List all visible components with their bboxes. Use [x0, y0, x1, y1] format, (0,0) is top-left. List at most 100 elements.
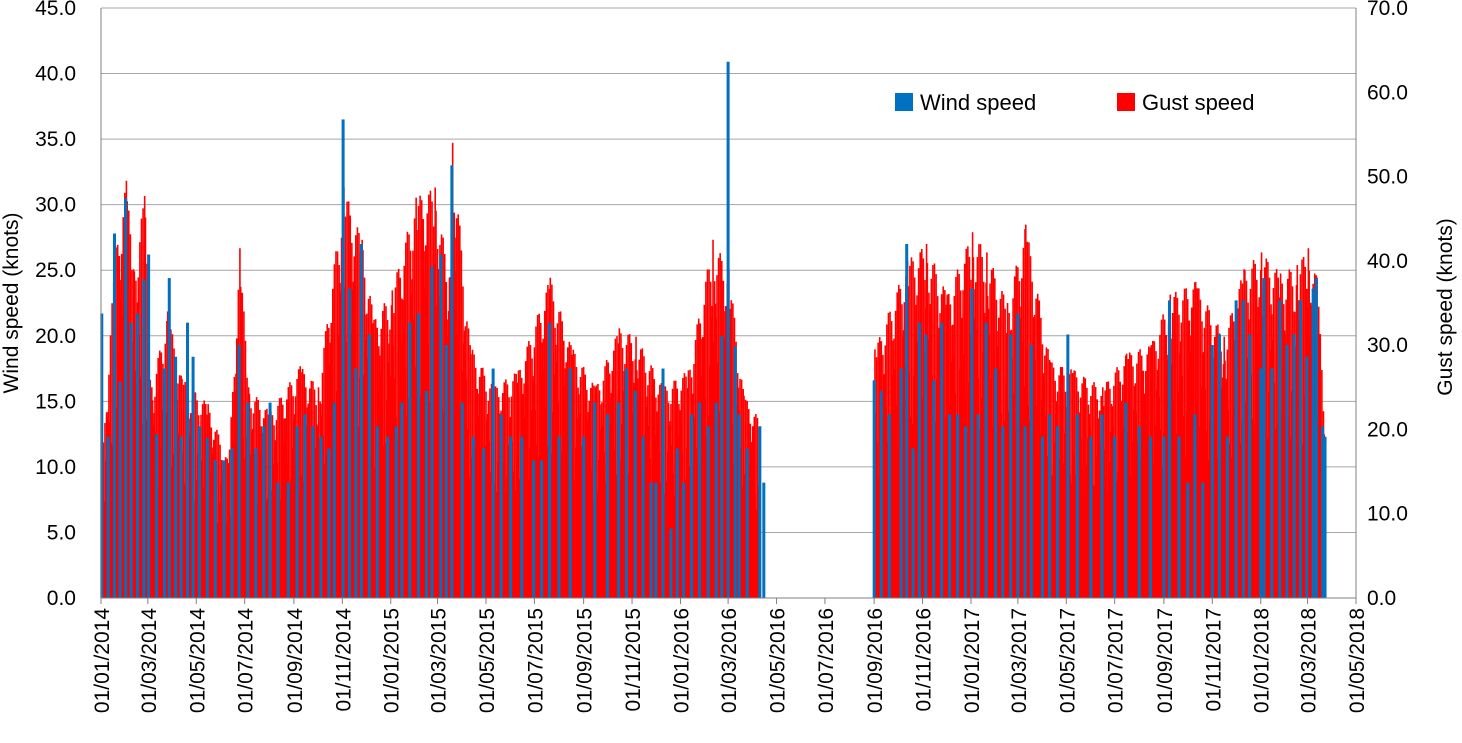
right-tick-label: 20.0: [1367, 418, 1408, 441]
right-tick-label: 30.0: [1367, 334, 1408, 357]
wind-bar: [444, 344, 448, 598]
wind-bar: [1137, 426, 1141, 598]
left-axis-title: Wind speed (knots): [0, 213, 23, 394]
wind-bar: [286, 482, 290, 598]
wind-bar: [762, 482, 766, 598]
wind-bar: [303, 414, 307, 598]
wind-bar: [726, 61, 730, 598]
left-tick-label: 25.0: [35, 259, 76, 282]
gust-bar: [965, 248, 968, 598]
gust-bar: [310, 380, 313, 598]
wind-bar: [698, 402, 702, 598]
gust-bar: [942, 286, 945, 598]
x-tick-label: 01/01/2017: [961, 608, 984, 713]
wind-bar: [408, 322, 412, 598]
wind-bar: [582, 436, 586, 598]
gust-bar: [144, 217, 147, 599]
gust-bar: [1206, 305, 1209, 598]
wind-bar: [295, 426, 299, 598]
wind-bar: [1270, 368, 1274, 598]
wind-bar: [136, 313, 140, 598]
wind-bar: [1262, 278, 1266, 598]
gust-bar: [526, 346, 529, 598]
gust-bar: [572, 349, 575, 598]
wind-bar: [1148, 436, 1152, 598]
gust-bar: [278, 398, 281, 598]
x-tick-label: 01/09/2014: [284, 608, 307, 713]
wind-bar: [887, 414, 891, 598]
wind-bar: [1311, 288, 1315, 598]
wind-bar: [924, 334, 928, 598]
wind-bar: [191, 356, 195, 598]
gust-bar: [1160, 319, 1163, 598]
gust-bar: [503, 382, 506, 598]
wind-bar: [758, 426, 762, 598]
wind-bar: [1278, 300, 1282, 598]
wind-bar: [879, 390, 883, 598]
wind-bar: [733, 346, 737, 598]
wind-bar: [1016, 313, 1020, 598]
gust-bar: [1265, 258, 1268, 598]
gust-bar: [1317, 306, 1320, 598]
wind-bar: [254, 448, 258, 598]
wind-bar: [682, 482, 686, 598]
gust-bar: [1229, 315, 1232, 598]
gust-bar: [1313, 273, 1316, 598]
wind-bar: [439, 254, 443, 598]
wind-bar: [720, 335, 724, 598]
axes: [100, 8, 1357, 604]
wind-bar: [532, 460, 536, 598]
wind-bar: [450, 165, 454, 599]
gust-bar: [1105, 382, 1108, 598]
gust-bar: [1082, 376, 1085, 598]
wind-bar: [963, 426, 967, 598]
wind-bar: [491, 368, 495, 598]
wind-bar: [899, 368, 903, 598]
wind-bar: [948, 414, 952, 598]
left-tick-label: 45.0: [35, 0, 76, 20]
wind-bar: [424, 390, 428, 598]
right-tick-label: 10.0: [1367, 503, 1408, 526]
x-tick-label: 01/05/2017: [1056, 608, 1079, 713]
wind-bar: [430, 266, 434, 598]
wind-bar: [276, 482, 280, 598]
wind-bar: [649, 482, 653, 598]
wind-bar: [1321, 426, 1325, 598]
wind-bar: [147, 254, 151, 598]
gust-bar: [127, 210, 130, 599]
wind-bar: [714, 402, 718, 598]
wind-bar: [872, 380, 876, 598]
wind-bar: [911, 448, 915, 598]
gust-bar: [356, 227, 359, 598]
x-tick-label: 01/05/2016: [767, 608, 790, 713]
x-tick-label: 01/07/2017: [1105, 608, 1128, 713]
x-tick-label: 01/03/2018: [1298, 608, 1321, 713]
x-tick-label: 01/09/2017: [1154, 608, 1177, 713]
x-tick-label: 01/07/2015: [524, 608, 547, 713]
wind-bar: [593, 402, 597, 598]
wind-bar: [155, 434, 159, 598]
wind-speed-series: [100, 61, 1327, 599]
gust-bar: [1288, 269, 1291, 598]
gust-bar: [591, 382, 594, 598]
gust-bar: [877, 342, 879, 598]
right-tick-label: 40.0: [1367, 250, 1408, 273]
right-tick-label: 50.0: [1367, 166, 1408, 189]
wind-bar: [1225, 436, 1229, 598]
wind-bar: [661, 368, 665, 598]
wind-bar: [1241, 300, 1245, 598]
x-tick-label: 01/09/2016: [864, 608, 887, 713]
gust-bar: [490, 383, 493, 598]
wind-bar: [994, 368, 998, 598]
gust-bar: [604, 366, 606, 598]
wind-bar: [669, 528, 673, 598]
wind-bar: [205, 438, 209, 598]
wind-bar: [917, 322, 921, 598]
wind-bar: [347, 288, 351, 598]
gust-bar: [545, 292, 548, 598]
left-tick-label: 40.0: [35, 63, 76, 86]
wind-bar: [1259, 368, 1263, 598]
wind-bar: [745, 448, 749, 598]
wind-bar: [568, 368, 572, 598]
